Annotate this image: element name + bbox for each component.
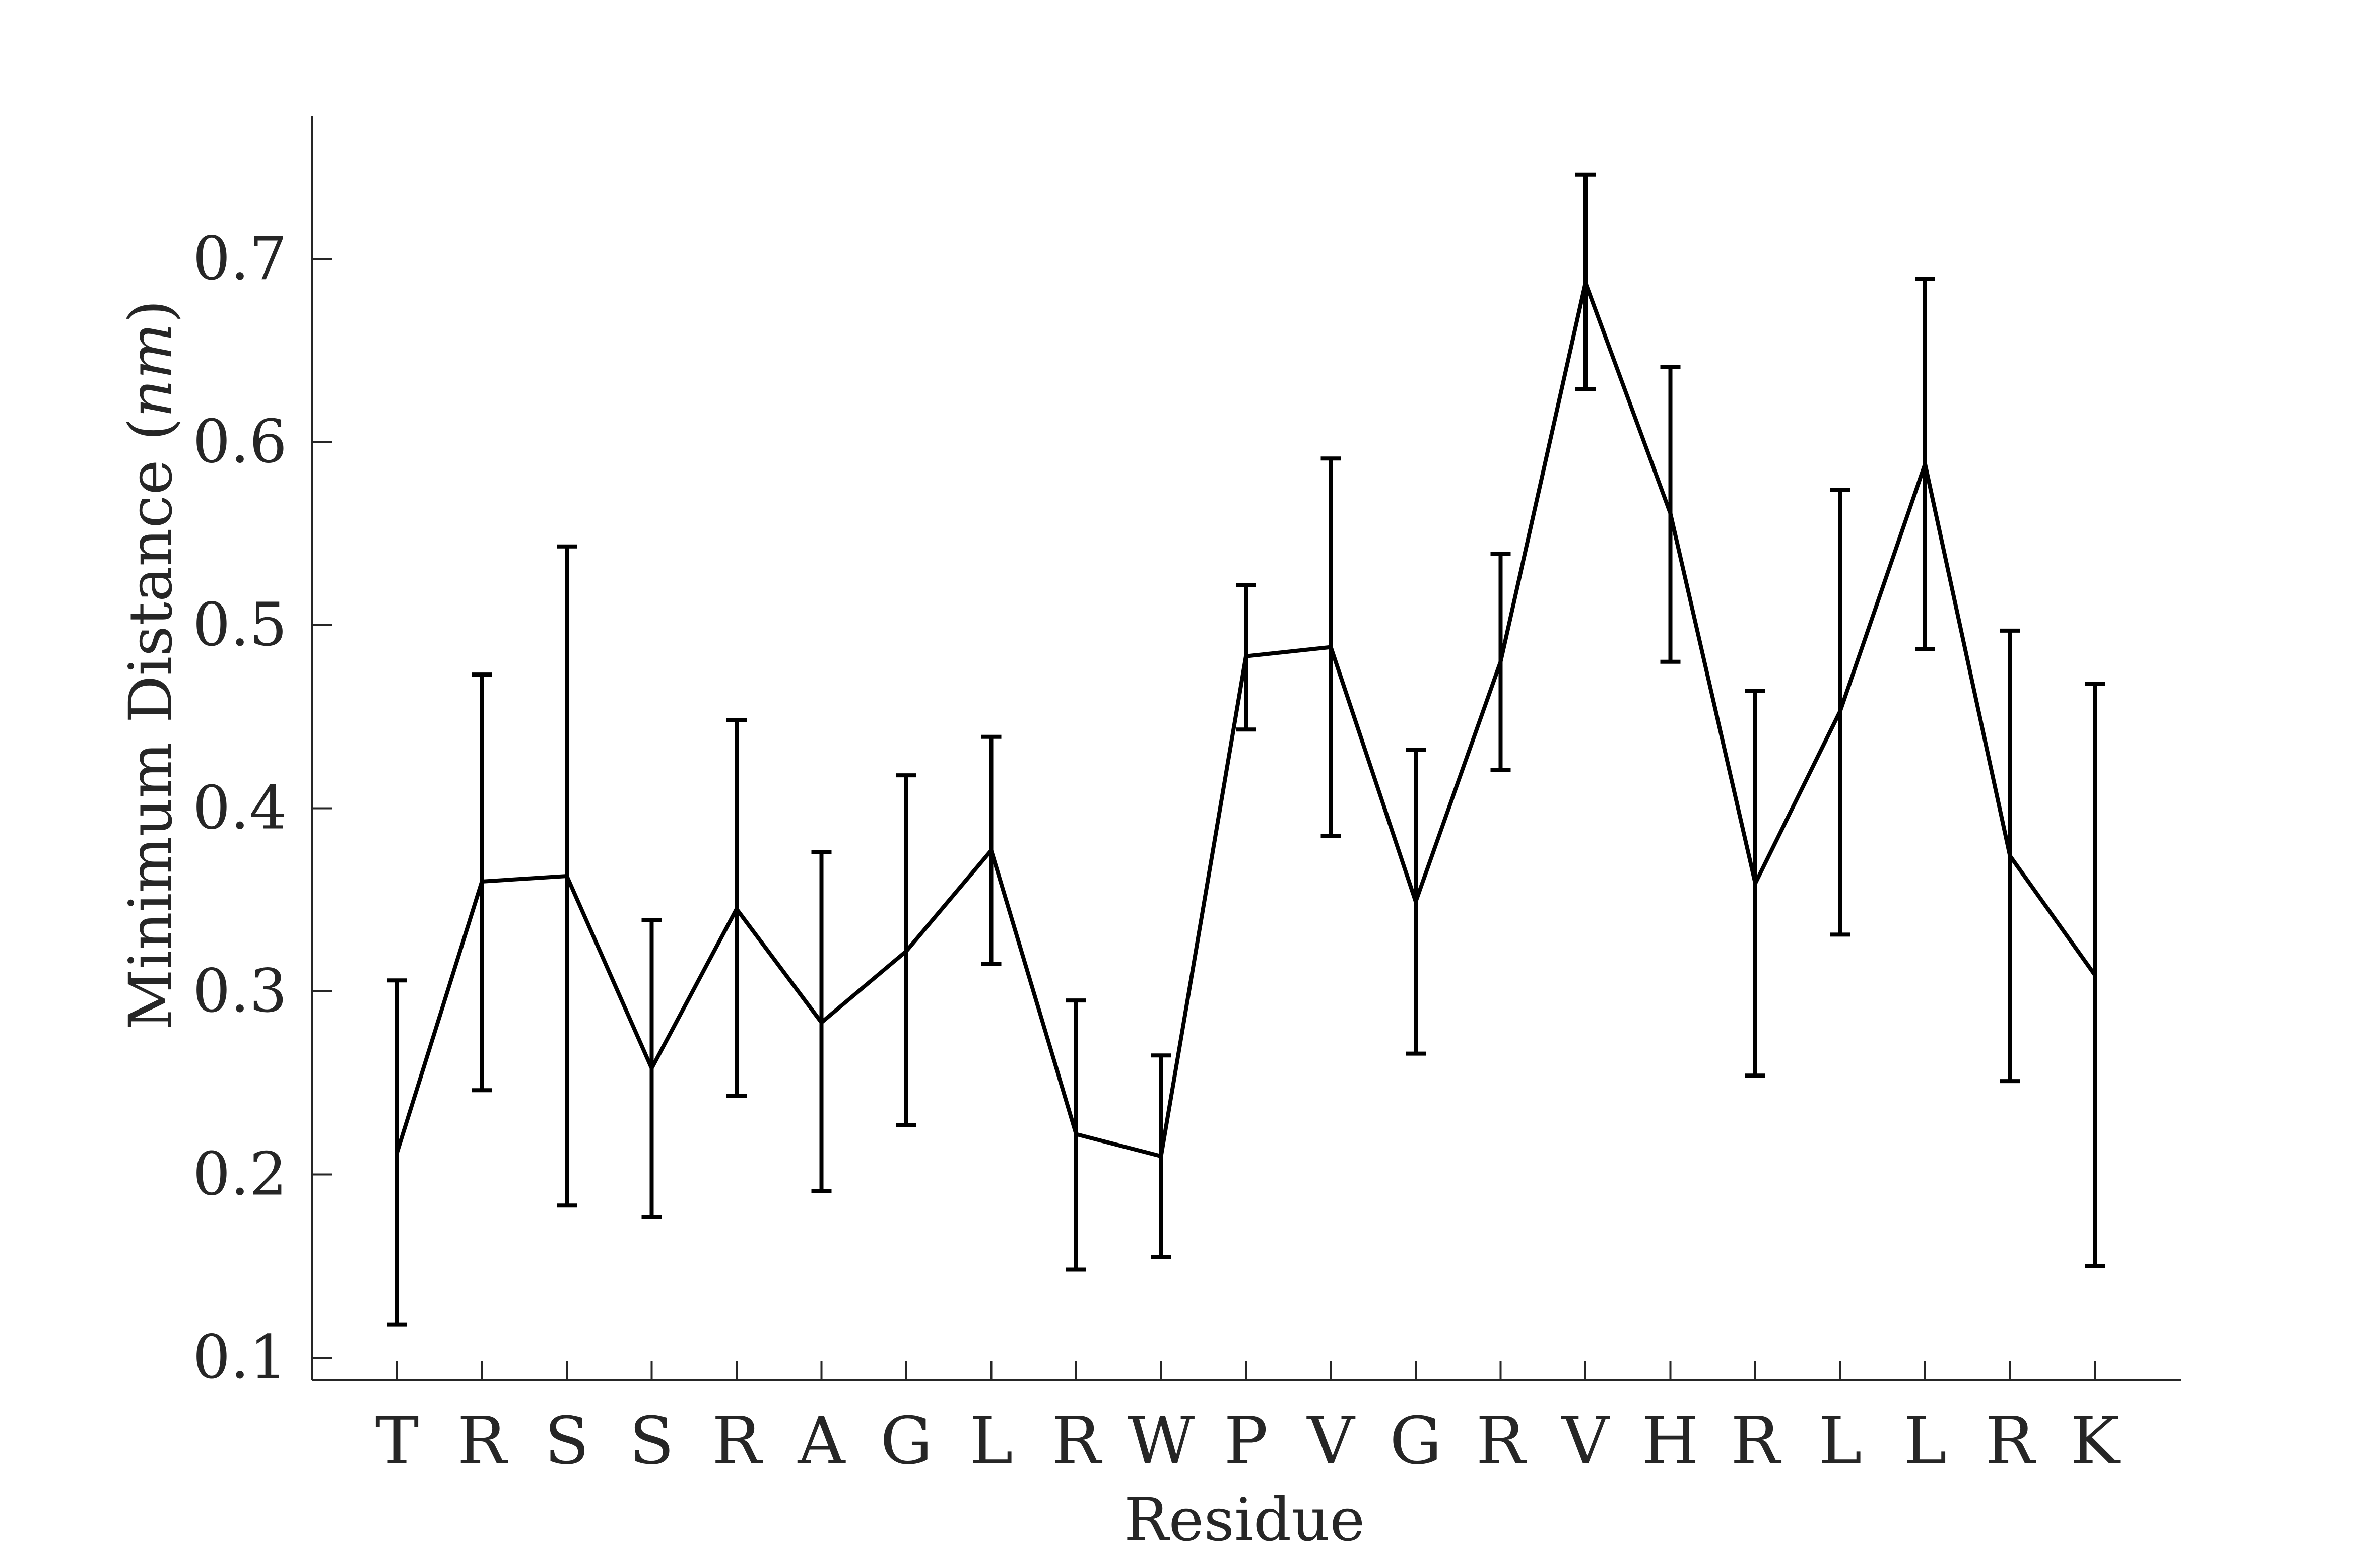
x-axis-label: Residue — [1124, 1485, 1365, 1547]
x-tick-label: H — [1642, 1402, 1699, 1479]
x-tick-label: P — [1224, 1402, 1268, 1479]
series-line — [395, 276, 2097, 1159]
y-axis-label-close: ) — [116, 300, 185, 323]
x-tick-label: R — [1476, 1402, 1527, 1479]
y-tick-label: 0.7 — [192, 224, 287, 293]
x-tick-label: R — [1986, 1402, 2036, 1479]
x-tick-label: L — [1818, 1402, 1862, 1479]
y-tick-label: 0.3 — [192, 956, 287, 1026]
x-tick-label: V — [1306, 1402, 1356, 1479]
x-tick-label: W — [1128, 1402, 1195, 1479]
x-tick-label: R — [1731, 1402, 1781, 1479]
x-tick-label: V — [1561, 1402, 1610, 1479]
labels: Residue Minimum Distance (nm) — [116, 300, 1365, 1547]
ticks: 0.10.20.30.40.50.60.7T R S S R A G L R W P V G R V H R L L… — [192, 224, 2121, 1479]
x-tick-label: R — [457, 1402, 508, 1479]
y-tick-label: 0.5 — [192, 590, 287, 659]
y-tick-label: 0.6 — [192, 407, 287, 477]
y-axis-label: Minimum Distance (nm) — [116, 300, 185, 1030]
x-tick-label: S — [629, 1402, 674, 1479]
y-tick-label: 0.1 — [192, 1322, 287, 1392]
y-tick-label: 0.2 — [192, 1139, 287, 1209]
x-tick-label: R — [1051, 1402, 1102, 1479]
y-axis-label-unit: nm — [116, 323, 185, 418]
error-bars — [387, 172, 2105, 1327]
x-tick-label: L — [969, 1402, 1013, 1479]
y-tick-label: 0.4 — [192, 773, 287, 843]
x-tick-label: A — [798, 1402, 846, 1479]
x-tick-label: K — [2070, 1402, 2121, 1479]
y-axis-label-main: Minimum Distance ( — [116, 418, 185, 1030]
x-tick-label: T — [375, 1402, 419, 1479]
series — [395, 276, 2097, 1159]
x-tick-label: S — [544, 1402, 589, 1479]
x-tick-label: G — [1390, 1402, 1442, 1479]
x-tick-label: R — [712, 1402, 763, 1479]
x-tick-label: L — [1903, 1402, 1947, 1479]
x-tick-label: G — [880, 1402, 933, 1479]
axes — [311, 116, 2181, 1381]
